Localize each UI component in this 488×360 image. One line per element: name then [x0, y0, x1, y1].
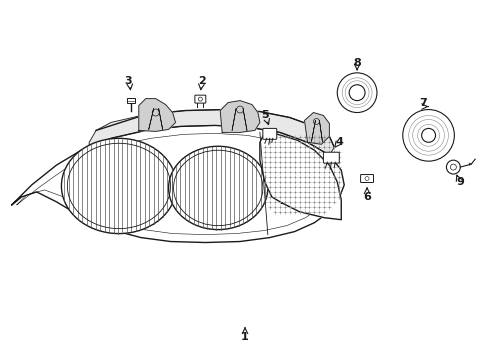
FancyBboxPatch shape — [360, 175, 373, 183]
Text: 4: 4 — [335, 137, 343, 147]
Text: 5: 5 — [261, 109, 268, 120]
Text: 1: 1 — [241, 332, 248, 342]
Bar — [127, 98, 135, 103]
Text: 7: 7 — [419, 98, 427, 108]
Ellipse shape — [61, 138, 176, 234]
Polygon shape — [304, 113, 328, 144]
Polygon shape — [12, 125, 344, 243]
Text: 6: 6 — [363, 192, 370, 202]
Circle shape — [421, 129, 435, 142]
Polygon shape — [89, 109, 334, 155]
Polygon shape — [220, 100, 259, 132]
FancyBboxPatch shape — [263, 129, 276, 139]
FancyBboxPatch shape — [195, 95, 205, 103]
Polygon shape — [259, 132, 341, 220]
Text: 3: 3 — [124, 76, 131, 86]
Text: 8: 8 — [352, 58, 360, 68]
Text: 9: 9 — [455, 177, 463, 187]
FancyBboxPatch shape — [323, 152, 339, 163]
Text: 2: 2 — [198, 76, 206, 86]
Ellipse shape — [168, 146, 267, 230]
Polygon shape — [139, 99, 175, 131]
Circle shape — [446, 160, 459, 174]
Circle shape — [348, 85, 365, 100]
